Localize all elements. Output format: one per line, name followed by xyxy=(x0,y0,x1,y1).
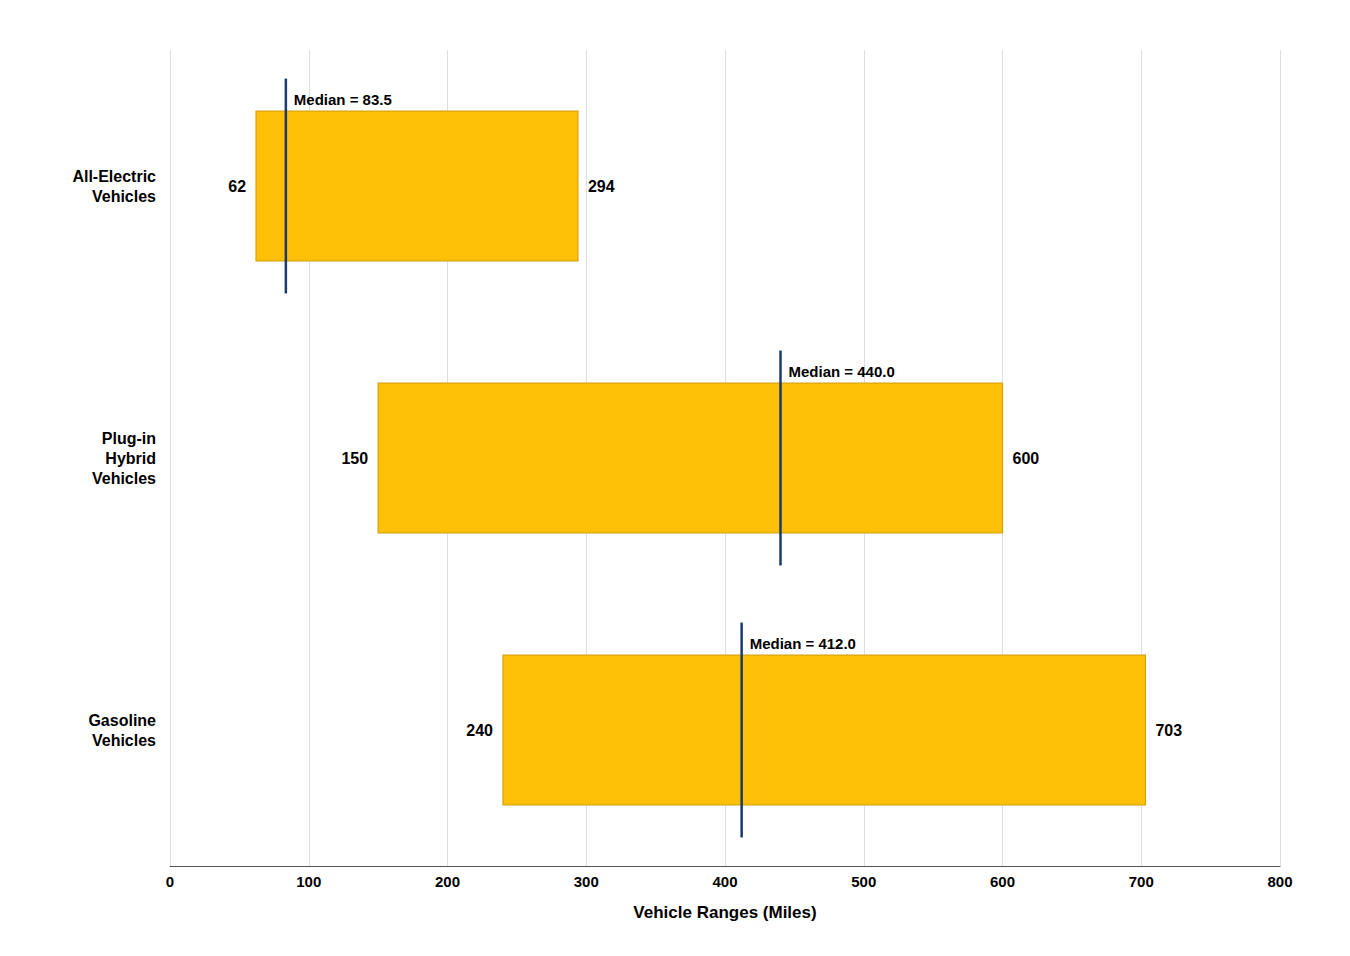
svg-text:294: 294 xyxy=(588,178,615,195)
svg-text:240: 240 xyxy=(466,722,493,739)
svg-text:All-Electric: All-Electric xyxy=(72,168,156,185)
svg-text:500: 500 xyxy=(851,873,876,890)
svg-text:Hybrid: Hybrid xyxy=(105,450,156,467)
svg-text:Vehicle Ranges (Miles): Vehicle Ranges (Miles) xyxy=(633,903,816,922)
svg-text:150: 150 xyxy=(341,450,368,467)
svg-text:Vehicles: Vehicles xyxy=(92,470,156,487)
svg-text:300: 300 xyxy=(574,873,599,890)
svg-text:62: 62 xyxy=(228,178,246,195)
svg-text:Plug-in: Plug-in xyxy=(102,430,156,447)
svg-text:600: 600 xyxy=(990,873,1015,890)
svg-text:200: 200 xyxy=(435,873,460,890)
svg-text:100: 100 xyxy=(296,873,321,890)
svg-text:Median = 412.0: Median = 412.0 xyxy=(750,635,856,652)
svg-text:Median = 440.0: Median = 440.0 xyxy=(789,363,895,380)
svg-text:800: 800 xyxy=(1267,873,1292,890)
svg-text:Vehicles: Vehicles xyxy=(92,732,156,749)
svg-text:703: 703 xyxy=(1155,722,1182,739)
svg-text:0: 0 xyxy=(166,873,174,890)
svg-text:Vehicles: Vehicles xyxy=(92,188,156,205)
svg-text:600: 600 xyxy=(1013,450,1040,467)
svg-text:Median = 83.5: Median = 83.5 xyxy=(294,91,392,108)
svg-text:Gasoline: Gasoline xyxy=(88,712,156,729)
svg-text:400: 400 xyxy=(712,873,737,890)
svg-text:700: 700 xyxy=(1129,873,1154,890)
